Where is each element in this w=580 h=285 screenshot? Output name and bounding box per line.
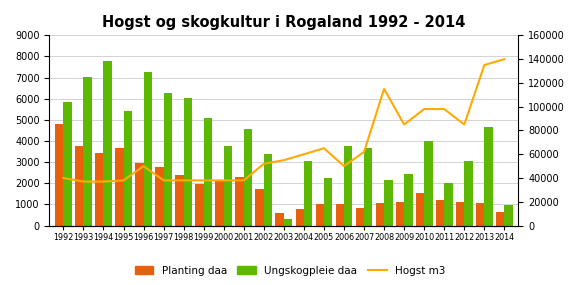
Bar: [95, 153, 103, 225]
Bar: [324, 178, 332, 225]
Bar: [244, 129, 252, 225]
Bar: [356, 207, 364, 225]
Bar: [444, 183, 452, 225]
Bar: [295, 209, 304, 225]
Bar: [264, 154, 272, 225]
Bar: [416, 193, 424, 225]
Bar: [316, 204, 324, 225]
Bar: [155, 167, 164, 225]
Bar: [384, 180, 393, 225]
Bar: [376, 203, 384, 225]
Bar: [364, 148, 372, 225]
Bar: [304, 161, 313, 225]
Bar: [84, 77, 92, 225]
Bar: [336, 204, 344, 225]
Bar: [55, 124, 63, 225]
Bar: [195, 184, 204, 225]
Bar: [344, 146, 353, 225]
Bar: [75, 146, 84, 225]
Bar: [135, 163, 144, 225]
Bar: [204, 118, 212, 225]
Bar: [144, 72, 152, 225]
Bar: [255, 189, 264, 225]
Bar: [103, 61, 112, 225]
Bar: [164, 93, 172, 225]
Legend: Planting daa, Ungskogpleie daa, Hogst m3: Planting daa, Ungskogpleie daa, Hogst m3: [130, 261, 450, 280]
Bar: [484, 127, 493, 225]
Bar: [424, 141, 433, 225]
Bar: [396, 202, 404, 225]
Bar: [184, 98, 192, 225]
Bar: [215, 180, 224, 225]
Bar: [276, 213, 284, 225]
Bar: [63, 102, 72, 225]
Bar: [115, 148, 124, 225]
Bar: [464, 161, 473, 225]
Bar: [175, 175, 184, 225]
Bar: [436, 200, 444, 225]
Bar: [224, 146, 232, 225]
Bar: [124, 111, 132, 225]
Bar: [235, 177, 244, 225]
Bar: [476, 203, 484, 225]
Bar: [496, 212, 505, 225]
Bar: [284, 219, 292, 225]
Bar: [505, 205, 513, 225]
Title: Hogst og skogkultur i Rogaland 1992 - 2014: Hogst og skogkultur i Rogaland 1992 - 20…: [102, 15, 466, 30]
Bar: [404, 174, 412, 225]
Bar: [456, 202, 464, 225]
